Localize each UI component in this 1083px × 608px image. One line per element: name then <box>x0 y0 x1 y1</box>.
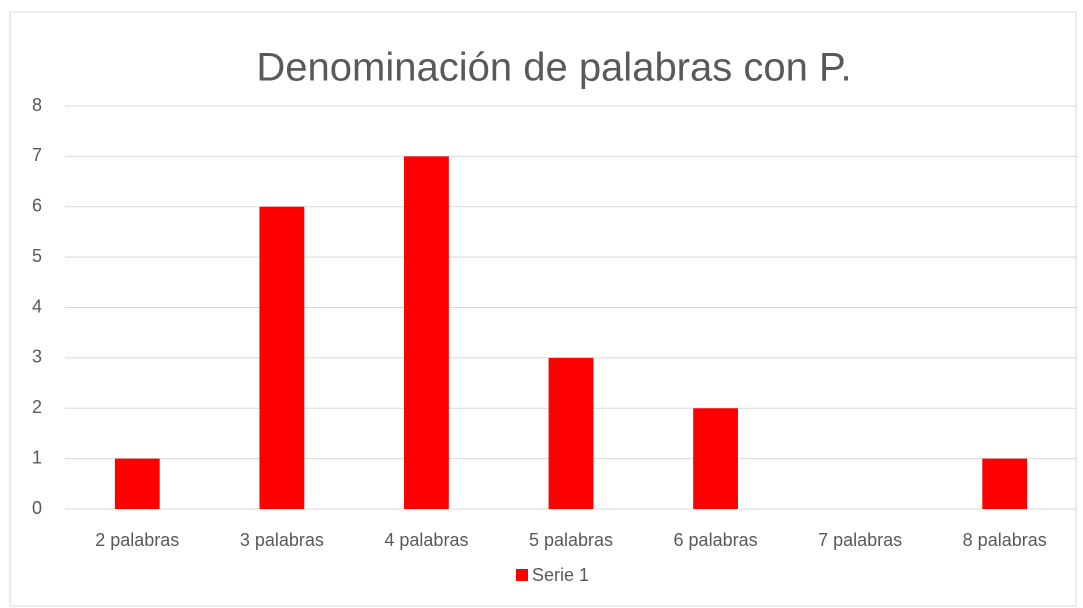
y-tick-label: 4 <box>32 296 42 316</box>
chart-title: Denominación de palabras con P. <box>256 46 851 90</box>
legend-swatch <box>516 569 528 581</box>
bar <box>259 206 305 509</box>
x-tick-label: 5 palabras <box>529 530 613 550</box>
bar <box>693 408 738 509</box>
bar <box>404 156 449 509</box>
y-tick-label: 8 <box>32 95 42 115</box>
x-tick-label: 3 palabras <box>240 530 324 550</box>
bar <box>114 458 160 509</box>
x-tick-label: 4 palabras <box>384 530 468 550</box>
x-tick-label: 2 palabras <box>95 530 179 550</box>
legend-label: Serie 1 <box>532 565 589 585</box>
x-tick-label: 8 palabras <box>963 530 1047 550</box>
bar <box>548 357 594 509</box>
chart-frame <box>9 11 1077 607</box>
y-tick-label: 1 <box>32 447 42 467</box>
x-tick-label: 6 palabras <box>674 530 758 550</box>
x-tick-label: 7 palabras <box>818 530 902 550</box>
y-tick-label: 0 <box>32 498 42 518</box>
y-tick-label: 2 <box>32 397 42 417</box>
y-tick-label: 5 <box>32 246 42 266</box>
bar <box>982 458 1028 509</box>
y-tick-label: 3 <box>32 347 42 367</box>
y-tick-label: 6 <box>32 196 42 216</box>
y-tick-label: 7 <box>32 145 42 165</box>
